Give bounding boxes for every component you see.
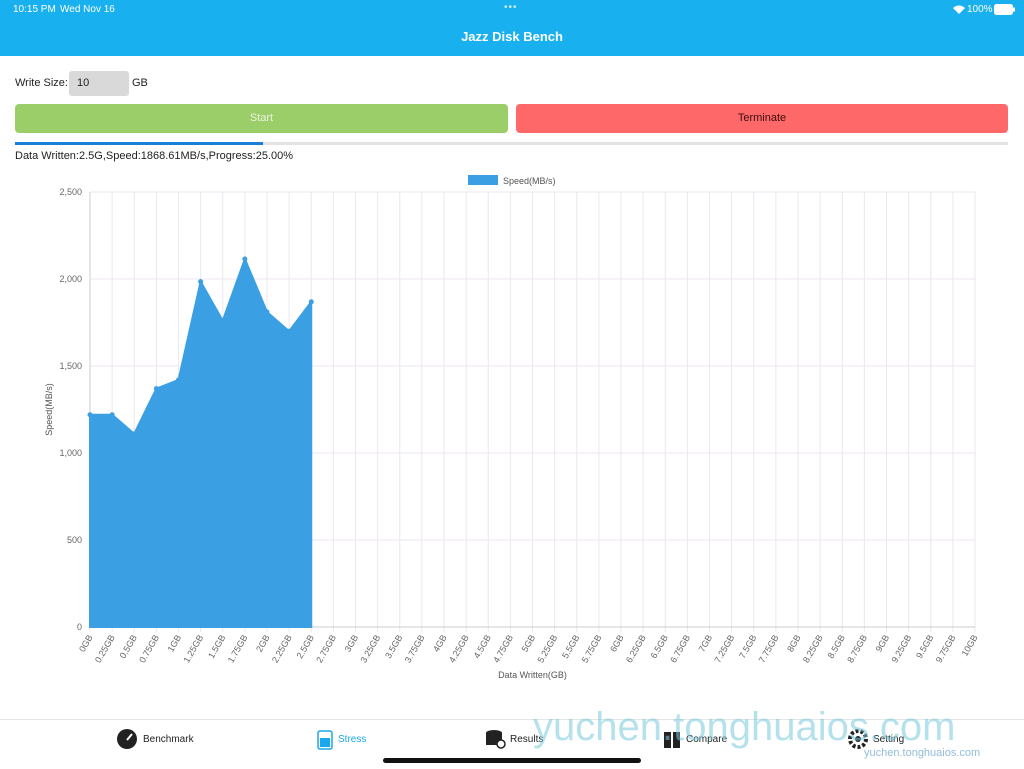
y-axis-title: Speed(MB/s) <box>44 383 54 436</box>
y-tick-label: 500 <box>67 535 82 545</box>
stress-icon <box>317 730 333 750</box>
x-tick-label: 5.25GB <box>535 633 559 664</box>
x-tick-label: 10GB <box>960 633 980 658</box>
progress-track <box>15 142 1008 145</box>
x-tick-label: 2.75GB <box>314 633 338 664</box>
x-tick-label: 6.75GB <box>668 633 692 664</box>
home-indicator <box>383 758 641 763</box>
x-tick-label: 5GB <box>520 633 538 654</box>
x-tick-label: 7GB <box>697 633 715 654</box>
data-point <box>264 309 270 315</box>
x-tick-label: 8GB <box>785 633 803 654</box>
benchmark-icon <box>117 729 137 749</box>
multitask-dots: ••• <box>504 2 518 13</box>
x-tick-label: 2.25GB <box>270 633 294 664</box>
header: 10:15 PM Wed Nov 16 ••• 100% Jazz Disk B… <box>0 0 1024 56</box>
data-point <box>176 377 181 383</box>
x-tick-label: 1.75GB <box>226 633 250 664</box>
x-tick-label: 3.5GB <box>383 633 404 660</box>
time: 10:15 PM <box>13 4 56 15</box>
battery-icon <box>994 4 1015 15</box>
data-point <box>242 256 248 262</box>
area <box>89 256 313 628</box>
x-tick-label: 3GB <box>343 633 361 654</box>
watermark: yuchen.tonghuaios.com <box>533 705 956 749</box>
battery-text: 100% <box>967 4 993 15</box>
compare-icon <box>664 732 680 748</box>
x-tick-label: 3.75GB <box>403 633 427 664</box>
tab-label[interactable]: Benchmark <box>143 734 194 745</box>
y-tick-label: 1,000 <box>59 448 82 458</box>
y-tick-label: 0 <box>77 622 82 632</box>
data-point <box>220 318 226 324</box>
y-tick-label: 2,000 <box>59 274 82 284</box>
x-tick-label: 6GB <box>608 633 626 654</box>
x-tick-label: 6.25GB <box>624 633 648 664</box>
x-tick-label: 9.5GB <box>914 633 935 660</box>
data-point <box>131 431 137 437</box>
x-tick-label: 8.25GB <box>801 633 825 664</box>
data-point <box>109 412 115 418</box>
x-tick-label: 9GB <box>874 633 892 654</box>
legend-label: Speed(MB/s) <box>503 176 556 186</box>
x-axis-title: Data Written(GB) <box>498 670 567 680</box>
data-point <box>198 279 204 285</box>
x-tick-label: 1.25GB <box>181 633 205 664</box>
x-tick-label: 5.5GB <box>560 633 581 660</box>
date: Wed Nov 16 <box>60 4 115 15</box>
write-size-label: Write Size: <box>15 77 68 89</box>
progress-fill <box>15 142 264 145</box>
wifi-icon <box>953 5 965 14</box>
tab-bar: Benchmark Stress Results Compare Setting <box>0 719 1024 769</box>
data-point <box>153 386 159 392</box>
tab-label[interactable]: Compare <box>686 734 728 745</box>
y-tick-label: 2,500 <box>59 187 82 197</box>
unit-label: GB <box>132 77 148 89</box>
x-tick-label: 7.75GB <box>757 633 781 664</box>
x-tick-label: 0.75GB <box>137 633 161 664</box>
x-tick-label: 4.75GB <box>491 633 515 664</box>
x-tick-label: 0.25GB <box>93 633 117 664</box>
progress-text: Data Written:2.5G,Speed:1868.61MB/s,Prog… <box>15 150 294 162</box>
x-tick-label: 9.75GB <box>934 633 958 664</box>
x-tick-label: 2.5GB <box>295 633 316 660</box>
write-size-input[interactable]: 10 <box>69 71 129 96</box>
x-tick-label: 5.75GB <box>580 633 604 664</box>
x-tick-label: 7.5GB <box>737 633 758 660</box>
x-tick-label: 6.5GB <box>649 633 670 660</box>
x-tick-label: 1GB <box>166 633 184 654</box>
chart: Speed(MB/s)05001,0001,5002,0002,5000GB0.… <box>44 175 980 680</box>
setting-icon <box>848 729 868 749</box>
x-tick-label: 3.25GB <box>358 633 382 664</box>
start-button[interactable]: Start <box>15 104 508 133</box>
results-icon <box>486 730 506 749</box>
x-tick-label: 4.5GB <box>472 633 493 660</box>
x-tick-label: 8.75GB <box>845 633 869 664</box>
x-tick-label: 9.25GB <box>889 633 913 664</box>
x-tick-label: 2GB <box>254 633 272 654</box>
terminate-button[interactable]: Terminate <box>516 104 1008 133</box>
nav-title: Jazz Disk Bench <box>461 29 563 44</box>
tab-label[interactable]: Results <box>510 734 544 745</box>
tab-label[interactable]: Stress <box>338 734 367 745</box>
watermark-small: yuchen.tonghuaios.com <box>864 747 981 759</box>
y-tick-label: 1,500 <box>59 361 82 371</box>
x-tick-label: 8.5GB <box>826 633 847 660</box>
tab-label[interactable]: Setting <box>873 734 905 745</box>
x-tick-label: 0GB <box>77 633 95 654</box>
data-point <box>286 328 292 334</box>
x-tick-label: 7.25GB <box>712 633 736 664</box>
x-tick-label: 0.5GB <box>118 633 139 660</box>
legend-swatch <box>468 175 498 185</box>
data-point <box>308 299 314 305</box>
x-tick-label: 4GB <box>431 633 449 654</box>
x-tick-label: 4.25GB <box>447 633 471 664</box>
data-point <box>87 412 93 418</box>
x-tick-label: 1.5GB <box>206 633 227 660</box>
